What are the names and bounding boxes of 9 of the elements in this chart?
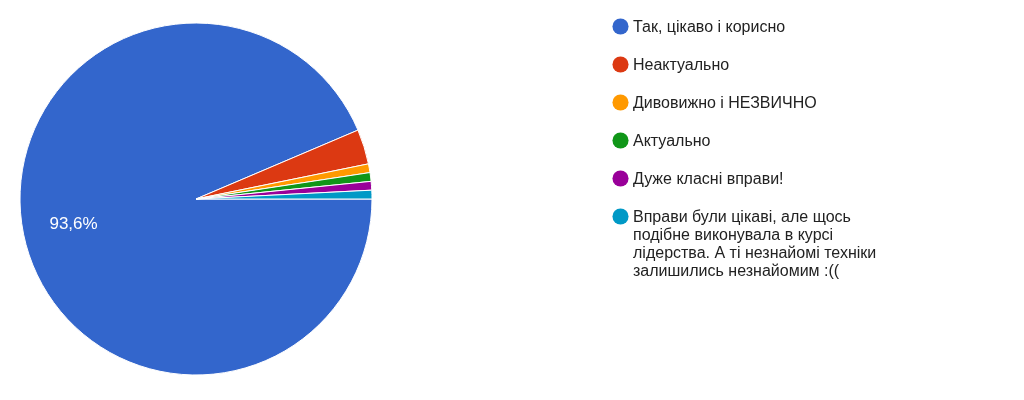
legend-label: Неактуально bbox=[633, 55, 730, 73]
legend-label: Так, цікаво і корисно bbox=[633, 17, 786, 35]
pie-slice bbox=[19, 22, 373, 376]
legend-label: Актуально bbox=[633, 131, 711, 149]
legend-label: Дивовижно і НЕЗВИЧНО bbox=[633, 93, 817, 111]
data-label: 93,6% bbox=[49, 213, 98, 233]
legend-label: Дуже класні вправи! bbox=[633, 169, 784, 187]
pie-slice bbox=[195, 129, 369, 200]
legend-label: Вправи були цікаві, але щось подібне виконувала в курсі лідерства. А ті незнайомі техніки залишились незнайомим :(( bbox=[633, 207, 877, 279]
